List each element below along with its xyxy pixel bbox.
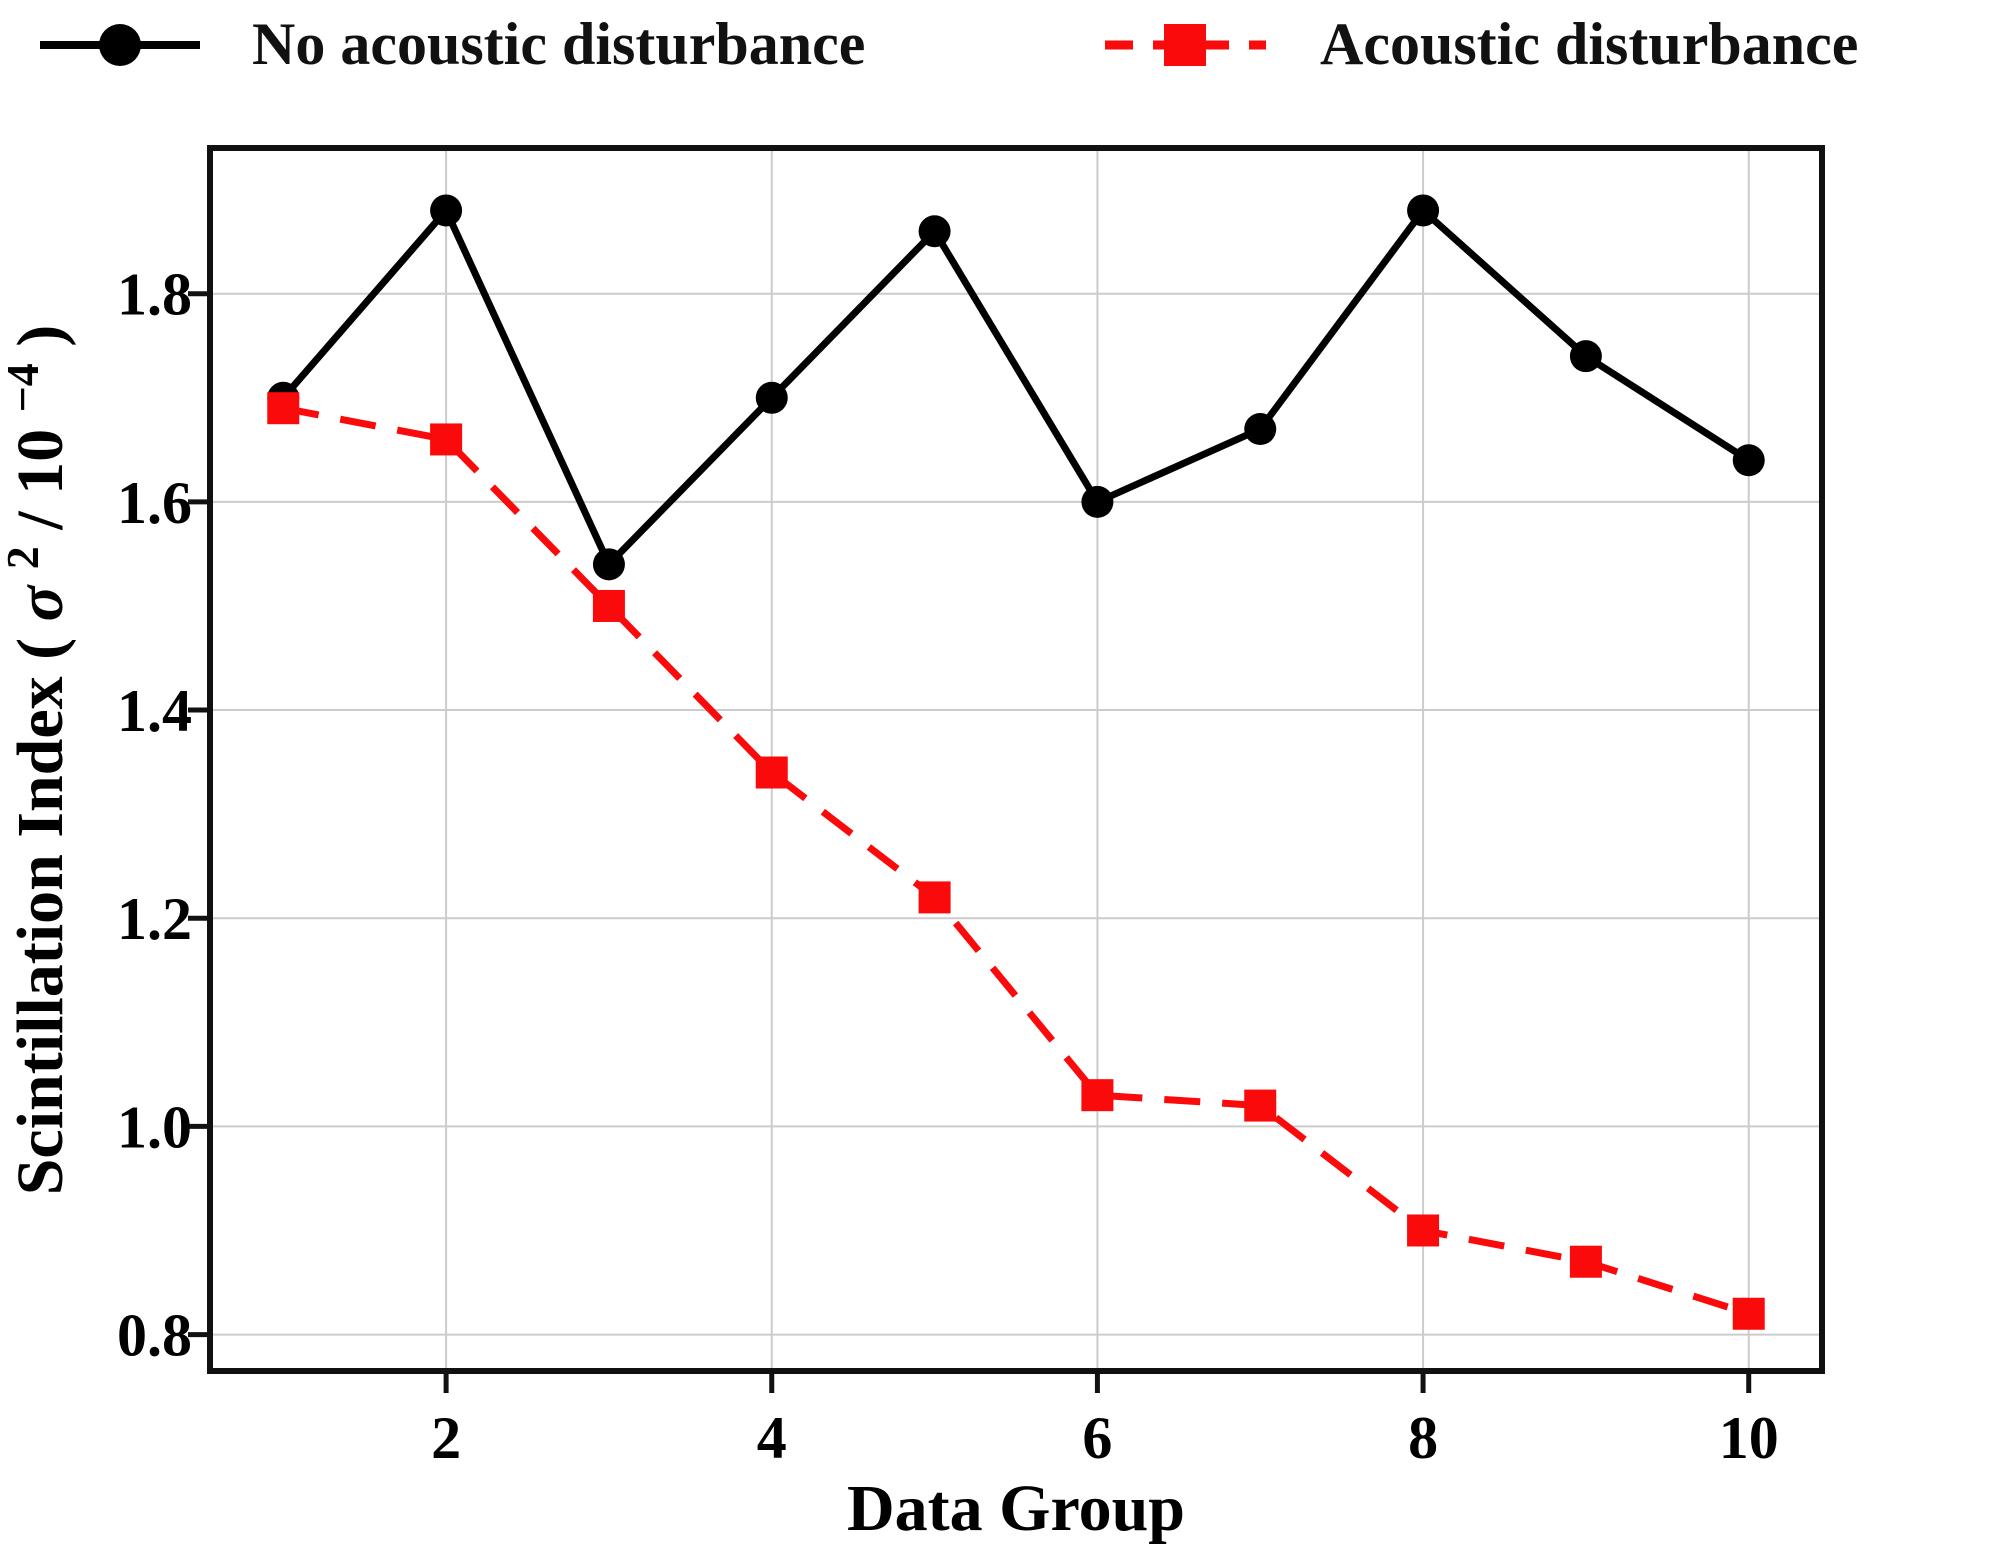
data-point-acoustic-disturbance	[430, 423, 463, 456]
data-point-acoustic-disturbance	[918, 881, 951, 914]
y-axis-label: Scintillation Index ( σ 2 / 10 −4 )	[0, 325, 77, 1196]
series-line-acoustic-disturbance	[282, 404, 1750, 1318]
y-tick-label: 1.2	[117, 886, 192, 952]
data-point-no-acoustic-disturbance	[755, 381, 788, 414]
data-point-acoustic-disturbance	[1732, 1297, 1765, 1330]
y-label-ten-exponent: −4	[0, 363, 48, 412]
data-point-acoustic-disturbance	[1081, 1079, 1114, 1112]
data-point-acoustic-disturbance	[1244, 1089, 1277, 1122]
legend-label: No acoustic disturbance	[252, 11, 866, 77]
x-axis-label: Data Group	[847, 1472, 1185, 1545]
gridlines	[210, 148, 1822, 1371]
series-line-no-acoustic-disturbance	[280, 206, 1751, 568]
data-point-no-acoustic-disturbance	[1244, 413, 1277, 446]
y-tick-label: 0.8	[117, 1303, 192, 1369]
legend-marker-solid-line-circle-icon	[40, 23, 200, 66]
data-point-no-acoustic-disturbance	[592, 548, 625, 581]
x-tick-label: 4	[757, 1405, 787, 1471]
legend-label: Acoustic disturbance	[1320, 11, 1859, 77]
axis-ticks	[188, 291, 1752, 1393]
data-point-acoustic-disturbance	[1407, 1214, 1440, 1247]
data-point-no-acoustic-disturbance	[918, 215, 951, 248]
data-point-acoustic-disturbance	[1569, 1245, 1602, 1278]
x-tick-label: 10	[1719, 1405, 1779, 1471]
y-label-sigma: σ	[4, 583, 77, 621]
y-tick-label: 1.6	[117, 470, 192, 536]
data-point-no-acoustic-disturbance	[1569, 340, 1602, 373]
y-label-prefix: Scintillation Index (	[4, 638, 77, 1195]
y-label-suffix: )	[4, 325, 77, 347]
y-label-divider: / 10	[4, 429, 77, 531]
tick-labels: 2 4 6 8 10 0.8 1.0 1.2 1.4 1.6 1.8	[117, 262, 1779, 1471]
data-point-no-acoustic-disturbance	[1081, 485, 1114, 518]
plot-border	[207, 145, 1825, 1374]
y-tick-label: 1.4	[117, 678, 192, 744]
y-label-sigma-exponent: 2	[0, 546, 48, 569]
legend-item-no-acoustic-disturbance: No acoustic disturbance	[40, 10, 865, 79]
legend-item-acoustic-disturbance: Acoustic disturbance	[1103, 10, 1858, 79]
y-tick-label: 1.0	[117, 1094, 192, 1160]
x-tick-label: 2	[431, 1405, 461, 1471]
data-point-no-acoustic-disturbance	[1732, 444, 1765, 477]
data-point-no-acoustic-disturbance	[430, 194, 463, 227]
data-point-no-acoustic-disturbance	[1407, 194, 1440, 227]
y-tick-label: 1.8	[117, 262, 192, 328]
data-point-acoustic-disturbance	[755, 756, 788, 789]
series-layer	[267, 194, 1765, 1330]
x-tick-label: 6	[1082, 1405, 1112, 1471]
x-tick-label: 8	[1408, 1405, 1438, 1471]
legend-marker-dashed-line-square-icon	[1105, 23, 1266, 66]
data-point-acoustic-disturbance	[267, 392, 300, 425]
data-point-acoustic-disturbance	[592, 589, 625, 622]
